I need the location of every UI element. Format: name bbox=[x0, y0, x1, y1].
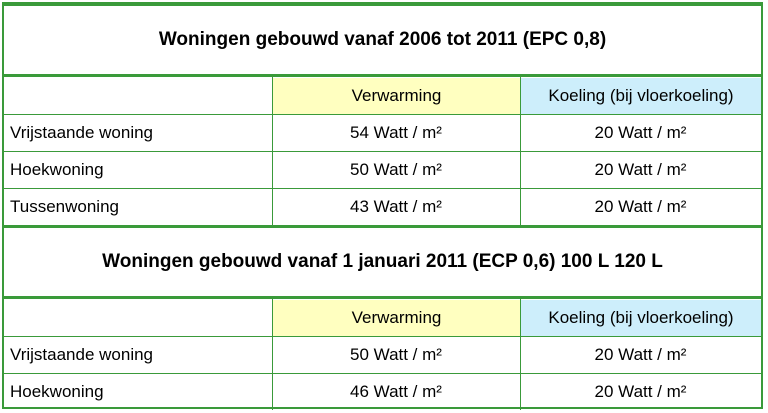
value-cell: 20 Watt / m² bbox=[594, 159, 687, 179]
row-label: Hoekwoning bbox=[10, 159, 104, 179]
column-divider bbox=[520, 77, 521, 225]
column-header: Verwarming bbox=[273, 300, 520, 336]
row-label: Tussenwoning bbox=[10, 196, 119, 216]
row-divider bbox=[4, 373, 761, 374]
row-divider bbox=[4, 151, 761, 152]
column-divider bbox=[520, 299, 521, 410]
row-divider bbox=[4, 336, 761, 337]
column-header: Verwarming bbox=[273, 78, 520, 114]
value-cell: 50 Watt / m² bbox=[350, 344, 442, 364]
value-cell: 54 Watt / m² bbox=[350, 122, 442, 142]
value-cell: 20 Watt / m² bbox=[594, 381, 687, 401]
value-cell: 20 Watt / m² bbox=[594, 196, 687, 216]
column-header: Koeling (bij vloerkoeling) bbox=[521, 300, 761, 336]
row-divider bbox=[4, 188, 761, 189]
value-cell: 50 Watt / m² bbox=[350, 159, 442, 179]
value-cell: 20 Watt / m² bbox=[594, 122, 687, 142]
row-label: Vrijstaande woning bbox=[10, 344, 154, 364]
row-label: Vrijstaande woning bbox=[10, 122, 154, 142]
section-title: Woningen gebouwd vanaf 2006 tot 2011 (EP… bbox=[4, 3, 761, 77]
row-divider bbox=[4, 114, 761, 115]
row-label: Hoekwoning bbox=[10, 381, 104, 401]
value-cell: 43 Watt / m² bbox=[350, 196, 442, 216]
column-header: Koeling (bij vloerkoeling) bbox=[521, 78, 761, 114]
table: Woningen gebouwd vanaf 2006 tot 2011 (EP… bbox=[2, 2, 763, 410]
value-cell: 46 Watt / m² bbox=[350, 381, 442, 401]
value-cell: 20 Watt / m² bbox=[594, 344, 687, 364]
column-divider bbox=[272, 299, 273, 410]
section-title: Woningen gebouwd vanaf 1 januari 2011 (E… bbox=[4, 225, 761, 299]
column-divider bbox=[272, 77, 273, 225]
